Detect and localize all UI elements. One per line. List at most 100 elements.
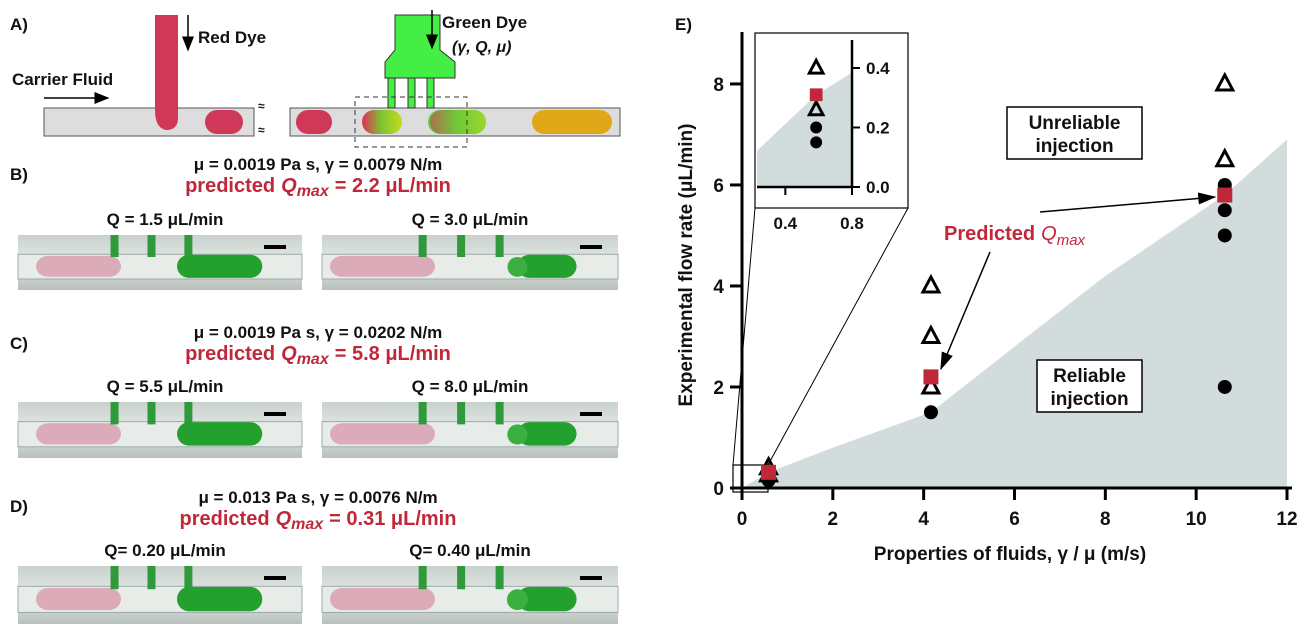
image-label: Q = 1.5 μL/min <box>107 210 224 229</box>
annotation: Reliable <box>1053 366 1126 387</box>
circle-point <box>1218 203 1232 217</box>
scale-bar <box>264 576 286 580</box>
droplet <box>430 110 486 134</box>
label: (γ, Q, μ) <box>452 39 511 56</box>
droplet <box>362 110 402 134</box>
arrow <box>1040 197 1215 212</box>
image-label: Q= 0.40 μL/min <box>409 541 530 560</box>
inset-y-tick-label: 0.0 <box>866 178 890 197</box>
q-subscript: max <box>291 516 324 533</box>
prediction-word: predicted <box>185 175 275 197</box>
image-label: Q = 5.5 μL/min <box>107 377 224 396</box>
connector <box>768 208 908 465</box>
photo <box>322 566 618 624</box>
x-axis-title: Properties of fluids, γ / μ (m/s) <box>874 544 1146 565</box>
label: Carrier Fluid <box>12 70 113 89</box>
green-plug <box>177 587 262 611</box>
inset-x-tick-label: 0.4 <box>774 214 798 233</box>
inset-y-tick-label: 0.2 <box>866 118 890 137</box>
image-label: Q = 3.0 μL/min <box>412 210 529 229</box>
red-plug <box>36 588 121 610</box>
droplet <box>205 110 243 134</box>
x-tick-label: 8 <box>1100 509 1111 530</box>
connector <box>733 208 755 465</box>
green-tube <box>147 402 155 424</box>
scale-bar <box>580 412 602 416</box>
figure: A) ≈ ≈ Red Dye Green Dye (γ, Q, μ) Carri… <box>0 0 1308 631</box>
triangle-point <box>923 277 939 292</box>
x-tick-label: 10 <box>1186 509 1207 530</box>
green-tube <box>496 235 504 257</box>
schematic: A) ≈ ≈ Red Dye Green Dye (γ, Q, μ) Carri… <box>10 10 620 147</box>
green-tube <box>496 402 504 424</box>
green-tube <box>419 235 427 257</box>
scale-bar <box>580 576 602 580</box>
prediction-word: predicted <box>180 508 270 530</box>
q-symbol: Q <box>281 343 297 365</box>
x-tick-label: 12 <box>1276 509 1297 530</box>
prediction: predicted Qmax = 2.2 μL/min <box>185 175 451 200</box>
image-label: Q = 8.0 μL/min <box>412 377 529 396</box>
photo-panels: B)μ = 0.0019 Pa s, γ = 0.0079 N/mpredict… <box>10 155 618 624</box>
green-tube <box>496 566 504 589</box>
circle-point <box>810 136 822 148</box>
break: ≈ <box>258 123 265 137</box>
q-symbol: Q <box>1041 223 1057 245</box>
annotation: injection <box>1050 389 1128 410</box>
square-point <box>810 88 823 101</box>
panel-label: E) <box>675 15 692 34</box>
prediction-value: = 2.2 μL/min <box>335 175 451 197</box>
green-plug <box>177 255 262 278</box>
green-droplet <box>507 257 527 277</box>
annotation: Unreliable <box>1029 113 1121 134</box>
circle-point <box>1218 228 1232 242</box>
q-subscript: max <box>297 183 330 200</box>
panel-label: B) <box>10 165 28 184</box>
photo <box>322 235 618 290</box>
photo <box>322 402 618 458</box>
red-plug <box>330 256 435 277</box>
photo <box>18 235 302 290</box>
green-tube <box>184 235 192 257</box>
square-point <box>1217 188 1232 203</box>
green-tube <box>457 235 465 257</box>
circle-point <box>810 122 822 134</box>
label: Green Dye <box>442 13 527 32</box>
green-plug <box>177 422 262 446</box>
panel-label: D) <box>10 497 28 516</box>
q-symbol: Q <box>281 175 297 197</box>
green-tube <box>111 402 119 424</box>
y-tick-label: 0 <box>713 479 724 500</box>
y-axis-title: Experimental flow rate (μL/min) <box>676 124 697 407</box>
square-point <box>923 369 938 384</box>
green-droplet <box>507 589 528 610</box>
image-label: Q= 0.20 μL/min <box>104 541 225 560</box>
photo <box>18 402 302 458</box>
prediction-value: = 5.8 μL/min <box>335 343 451 365</box>
green-tube <box>388 78 395 108</box>
scale-bar <box>580 245 602 249</box>
green-tube <box>147 235 155 257</box>
y-tick-label: 2 <box>713 378 724 399</box>
x-tick-label: 4 <box>918 509 929 530</box>
prediction-value: = 0.31 μL/min <box>329 508 456 530</box>
green-tube <box>408 78 415 108</box>
red-plug <box>36 256 121 277</box>
green-tube <box>111 235 119 257</box>
x-tick-label: 0 <box>737 509 748 530</box>
break: ≈ <box>258 99 265 113</box>
x-tick-label: 2 <box>828 509 839 530</box>
circle-point <box>1218 380 1232 394</box>
green-tube <box>184 402 192 424</box>
prediction: predictedQmax= 5.8 μL/min <box>185 343 451 368</box>
square-point <box>761 465 776 480</box>
triangle-point <box>923 327 939 342</box>
triangle-point <box>1217 151 1233 166</box>
panel-label: C) <box>10 334 28 353</box>
conditions: μ = 0.0019 Pa s, γ = 0.0202 N/m <box>194 323 443 342</box>
green-tube <box>419 402 427 424</box>
red-plug <box>330 423 435 444</box>
